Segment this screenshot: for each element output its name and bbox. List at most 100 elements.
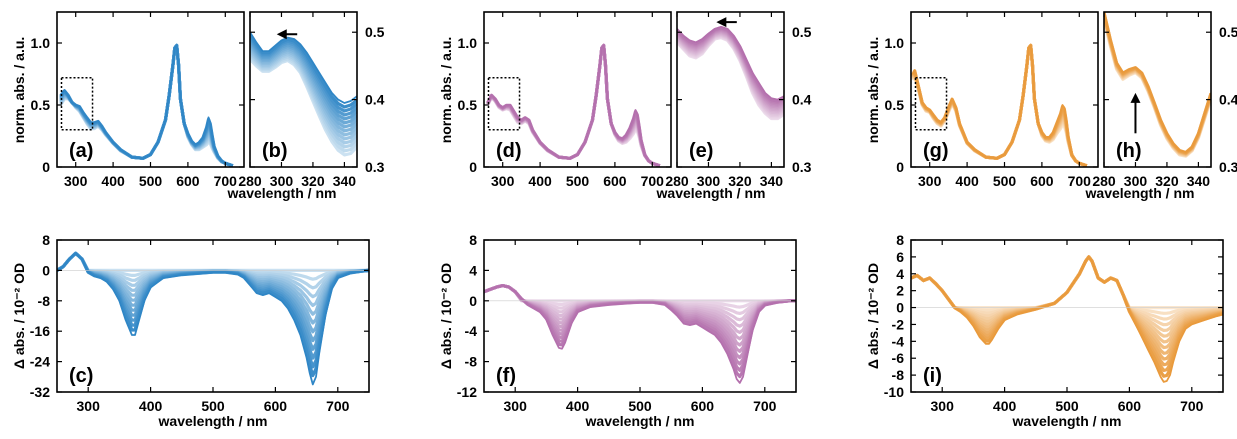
y-tick-label: -2 xyxy=(892,316,905,332)
panel-h: 280 300 320 340 0.3 0.4 0.5 (h) xyxy=(1092,11,1237,189)
y-tick-label: 4 xyxy=(469,262,477,278)
y-tick-label: 0 xyxy=(42,262,50,278)
series-line-i-1 xyxy=(911,255,1223,315)
y-tick-label: 0.5 xyxy=(885,97,905,113)
y-tick-label: 0.3 xyxy=(1219,159,1237,175)
y-tick-label: 8 xyxy=(42,232,50,248)
x-tick-label: 300 xyxy=(504,398,528,414)
y-tick-label: 0.5 xyxy=(458,97,478,113)
series-line-h-10 xyxy=(1104,13,1211,155)
series-line-h-4 xyxy=(1104,16,1211,157)
y-tick-label: 0.3 xyxy=(365,159,385,175)
y-tick-label: 0.5 xyxy=(365,24,385,40)
x-tick-label: 500 xyxy=(201,398,225,414)
series-line-i-13 xyxy=(911,255,1223,383)
x-tick-label: 300 xyxy=(77,398,101,414)
y-axis-label-c: Δ abs. / 10⁻² OD xyxy=(11,263,27,369)
panel-label-g: (g) xyxy=(923,140,949,162)
series-group-b xyxy=(250,31,357,157)
x-tick-label: 700 xyxy=(1068,173,1092,189)
x-axis-label-a: wavelength / nm xyxy=(227,185,337,201)
zoom-region-box xyxy=(60,76,94,131)
series-line-e-13 xyxy=(677,25,784,101)
x-tick-label: 600 xyxy=(691,398,715,414)
series-line-h-13 xyxy=(1104,12,1211,154)
x-tick-label: 700 xyxy=(214,173,238,189)
x-tick-label: 400 xyxy=(139,398,163,414)
x-axis-label-f: wavelength / nm xyxy=(585,413,695,429)
y-tick-label: -16 xyxy=(30,323,50,339)
panel-label-h: (h) xyxy=(1116,140,1142,162)
x-tick-label: 300 xyxy=(270,173,294,189)
x-tick-label: 700 xyxy=(1180,398,1204,414)
arrow-left-icon xyxy=(716,17,727,28)
y-tick-label: 0 xyxy=(896,300,904,316)
series-group-d xyxy=(486,43,661,167)
x-axis-label-d: wavelength / nm xyxy=(656,185,766,201)
y-tick-label: 0 xyxy=(469,159,477,175)
series-group-c xyxy=(57,251,369,386)
x-tick-label: 300 xyxy=(64,173,88,189)
x-tick-label: 600 xyxy=(603,173,627,189)
y-tick-label: -10 xyxy=(884,384,904,400)
y-tick-label: -6 xyxy=(892,350,905,366)
x-tick-label: 320 xyxy=(1155,173,1179,189)
y-tick-label: 0.5 xyxy=(31,97,51,113)
x-tick-label: 400 xyxy=(993,398,1017,414)
y-axis-label-i: Δ abs. / 10⁻² OD xyxy=(865,263,881,369)
series-line-h-2 xyxy=(1104,17,1211,158)
panel-a: 300 400 500 600 700 0 0.5 1.0 (a) wavelength / nm… xyxy=(11,11,337,201)
series-line-b-12 xyxy=(250,33,357,109)
x-tick-label: 500 xyxy=(566,173,590,189)
series-line-h-5 xyxy=(1104,15,1211,157)
series-group-i xyxy=(911,255,1223,383)
series-line-d-13 xyxy=(486,44,661,167)
y-tick-label: 4 xyxy=(896,266,904,282)
zoom-region-box xyxy=(487,76,521,131)
panel-label-f: (f) xyxy=(496,365,516,387)
series-line-f-13 xyxy=(484,284,796,384)
x-tick-label: 300 xyxy=(491,173,515,189)
panel-d: 300 400 500 600 700 0 0.5 1.0 (d) wavelength / nm… xyxy=(438,11,766,201)
series-group-f xyxy=(484,284,796,384)
y-tick-label: -4 xyxy=(465,323,478,339)
series-line-h-0 xyxy=(1104,18,1211,158)
x-tick-label: 400 xyxy=(101,173,125,189)
x-tick-label: 600 xyxy=(264,398,288,414)
y-axis-label-d: norm. abs. / a.u. xyxy=(438,37,454,144)
series-line-h-6 xyxy=(1104,15,1211,156)
y-tick-label: -24 xyxy=(30,354,50,370)
x-tick-label: 500 xyxy=(628,398,652,414)
y-tick-label: 2 xyxy=(896,283,904,299)
x-tick-label: 320 xyxy=(301,173,325,189)
y-tick-label: 0 xyxy=(896,159,904,175)
y-tick-label: -8 xyxy=(465,354,478,370)
x-tick-label: 500 xyxy=(1055,398,1079,414)
zoom-region-box xyxy=(914,76,948,131)
panel-label-b: (b) xyxy=(262,140,288,162)
x-axis-label-g: wavelength / nm xyxy=(1085,185,1195,201)
x-axis-label-i: wavelength / nm xyxy=(1012,413,1122,429)
series-line-g-13 xyxy=(912,44,1088,167)
y-tick-label: 0.4 xyxy=(792,92,812,108)
panel-b: 280 300 320 340 0.3 0.4 0.5 (b) xyxy=(238,11,385,189)
x-axis-label-c: wavelength / nm xyxy=(158,413,268,429)
series-line-c-0 xyxy=(57,251,369,272)
x-tick-label: 280 xyxy=(238,173,262,189)
series-line-h-11 xyxy=(1104,12,1211,155)
x-tick-label: 340 xyxy=(760,173,784,189)
y-tick-label: 0.5 xyxy=(792,24,812,40)
panel-c: 300 400 500 600 700 8 0 -8 -16 -24 -32 (c) wavelengt… xyxy=(11,232,370,429)
panel-label-i: (i) xyxy=(923,365,942,387)
series-line-b-13 xyxy=(250,31,357,104)
y-tick-label: -32 xyxy=(30,384,50,400)
x-tick-label: 700 xyxy=(326,398,350,414)
series-line-a-13 xyxy=(59,44,234,167)
y-tick-label: 1.0 xyxy=(885,35,905,51)
series-group-g xyxy=(911,43,1088,167)
y-tick-label: -12 xyxy=(457,384,477,400)
y-tick-label: -4 xyxy=(892,333,905,349)
x-tick-label: 300 xyxy=(918,173,942,189)
